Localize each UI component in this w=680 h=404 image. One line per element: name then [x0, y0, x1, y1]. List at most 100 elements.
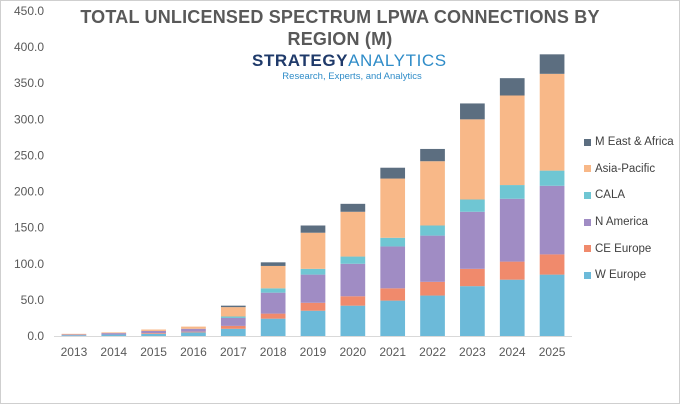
bar-segment-w-europe-2018	[260, 318, 286, 336]
bar-segment-cala-2018	[260, 288, 286, 293]
y-tick-label: 400.0	[14, 40, 44, 54]
bar-segment-asia-pacific-2023	[460, 119, 485, 200]
chart-title: TOTAL UNLICENSED SPECTRUM LPWA CONNECTIO…	[80, 7, 600, 49]
bar-segment-asia-pacific-2018	[260, 265, 286, 289]
bar-segment-asia-pacific-2016	[181, 326, 206, 329]
bar-segment-m-east-africa-2020	[340, 203, 366, 212]
legend-label: Asia-Pacific	[595, 162, 656, 175]
y-tick-label: 50.0	[21, 293, 45, 307]
bar-segment-m-east-africa-2023	[460, 103, 485, 120]
bar-segment-n-america-2015	[141, 330, 166, 334]
bar-segment-asia-pacific-2025	[539, 73, 565, 171]
bar-segment-w-europe-2015	[141, 333, 166, 336]
strategy-analytics-logo: STRATEGYANALYTICS Research, Experts, and…	[252, 52, 452, 83]
bar-segment-cala-2019	[300, 268, 326, 275]
bar-segment-w-europe-2019	[300, 310, 326, 336]
bar-segment-m-east-africa-2022	[420, 148, 445, 162]
bar-segment-asia-pacific-2019	[300, 232, 326, 269]
bar-segment-asia-pacific-2017	[220, 307, 246, 317]
legend-swatch	[584, 138, 591, 146]
x-tick-label: 2017	[220, 345, 247, 359]
bar-segment-n-america-2017	[220, 317, 246, 326]
bar-segment-m-east-africa-2017	[220, 305, 246, 308]
y-tick-label: 200.0	[14, 185, 44, 199]
legend-swatch	[584, 165, 591, 173]
x-tick-label: 2016	[180, 345, 207, 359]
y-tick-label: 100.0	[14, 257, 44, 271]
bar-segment-cala-2021	[380, 237, 406, 247]
x-tick-label: 2018	[260, 345, 287, 359]
legend-item: CALA	[584, 182, 674, 209]
logo-wordmark-part1: STRATEGY	[252, 51, 349, 70]
bar-segment-n-america-2018	[260, 292, 286, 314]
legend-label: N America	[595, 216, 649, 229]
bar-segment-w-europe-2013	[61, 335, 87, 336]
bar-segment-ce-europe-2015	[141, 333, 166, 334]
bar-segment-ce-europe-2024	[499, 261, 525, 280]
y-tick-label: 0.0	[27, 329, 44, 343]
bar-segment-ce-europe-2016	[181, 331, 206, 333]
x-tick-label: 2022	[419, 345, 446, 359]
bar-segment-m-east-africa-2018	[260, 262, 286, 266]
bar-segment-asia-pacific-2024	[499, 95, 525, 186]
x-tick-label: 2024	[499, 345, 526, 359]
bar-segment-ce-europe-2019	[300, 302, 326, 311]
bar-segment-n-america-2016	[181, 328, 206, 332]
bar-segment-n-america-2014	[101, 333, 127, 335]
bar-segment-n-america-2021	[380, 246, 406, 289]
bar-segment-ce-europe-2025	[539, 254, 565, 275]
bar-segment-ce-europe-2018	[260, 313, 286, 319]
bar-segment-m-east-africa-2024	[499, 78, 525, 96]
legend-item: N America	[584, 209, 674, 236]
legend-label: W Europe	[595, 269, 647, 282]
bar-segment-m-east-africa-2025	[539, 54, 565, 74]
y-tick-label: 150.0	[14, 221, 44, 235]
logo-wordmark-part2: ANALYTICS	[348, 51, 447, 70]
bar-segment-n-america-2024	[499, 198, 525, 262]
bar-segment-w-europe-2017	[220, 328, 246, 336]
legend-item: Asia-Pacific	[584, 156, 674, 183]
x-tick-label: 2015	[140, 345, 167, 359]
bar-segment-n-america-2020	[340, 263, 366, 297]
x-tick-label: 2019	[300, 345, 327, 359]
bar-segment-w-europe-2023	[460, 286, 485, 336]
logo-tagline: Research, Experts, and Analytics	[282, 71, 422, 82]
bar-segment-w-europe-2022	[420, 295, 445, 336]
x-tick-label: 2020	[339, 345, 366, 359]
bar-segment-w-europe-2016	[181, 332, 206, 336]
legend-item: M East & Africa	[584, 129, 674, 156]
legend-label: M East & Africa	[595, 136, 674, 149]
bar-segment-n-america-2019	[300, 274, 326, 303]
bar-segment-n-america-2023	[460, 211, 485, 269]
y-tick-label: 350.0	[14, 76, 44, 90]
bar-segment-w-europe-2024	[499, 279, 525, 336]
bar-segment-n-america-2022	[420, 235, 445, 282]
bar-segment-asia-pacific-2014	[101, 332, 127, 334]
bar-segment-w-europe-2021	[380, 300, 406, 336]
bar-segment-asia-pacific-2021	[380, 178, 406, 238]
legend-item: W Europe	[584, 262, 674, 289]
y-tick-label: 300.0	[14, 112, 44, 126]
bar-segment-cala-2020	[340, 256, 366, 264]
y-tick-label: 450.0	[14, 4, 44, 18]
bar-segment-ce-europe-2017	[220, 325, 246, 329]
bar-segment-w-europe-2014	[101, 334, 127, 336]
bar-segment-ce-europe-2020	[340, 296, 366, 306]
x-tick-label: 2013	[61, 345, 88, 359]
bar-segment-asia-pacific-2015	[141, 329, 166, 331]
bar-segment-cala-2017	[220, 316, 246, 318]
legend-swatch	[584, 218, 591, 226]
bar-segment-cala-2023	[460, 199, 485, 212]
legend-item: CE Europe	[584, 235, 674, 262]
bar-segment-ce-europe-2023	[460, 268, 485, 287]
bar-segment-cala-2025	[539, 170, 565, 186]
chart-legend: M East & Africa Asia-Pacific CALA N America…	[584, 129, 674, 289]
bar-segment-ce-europe-2022	[420, 281, 445, 296]
bar-segment-w-europe-2020	[340, 305, 366, 336]
bar-segment-asia-pacific-2020	[340, 211, 366, 257]
bar-segment-ce-europe-2021	[380, 288, 406, 301]
legend-label: CE Europe	[595, 242, 652, 255]
logo-wordmark: STRATEGYANALYTICS	[252, 52, 452, 70]
bar-segment-n-america-2013	[61, 334, 87, 336]
legend-label: CALA	[595, 189, 626, 202]
